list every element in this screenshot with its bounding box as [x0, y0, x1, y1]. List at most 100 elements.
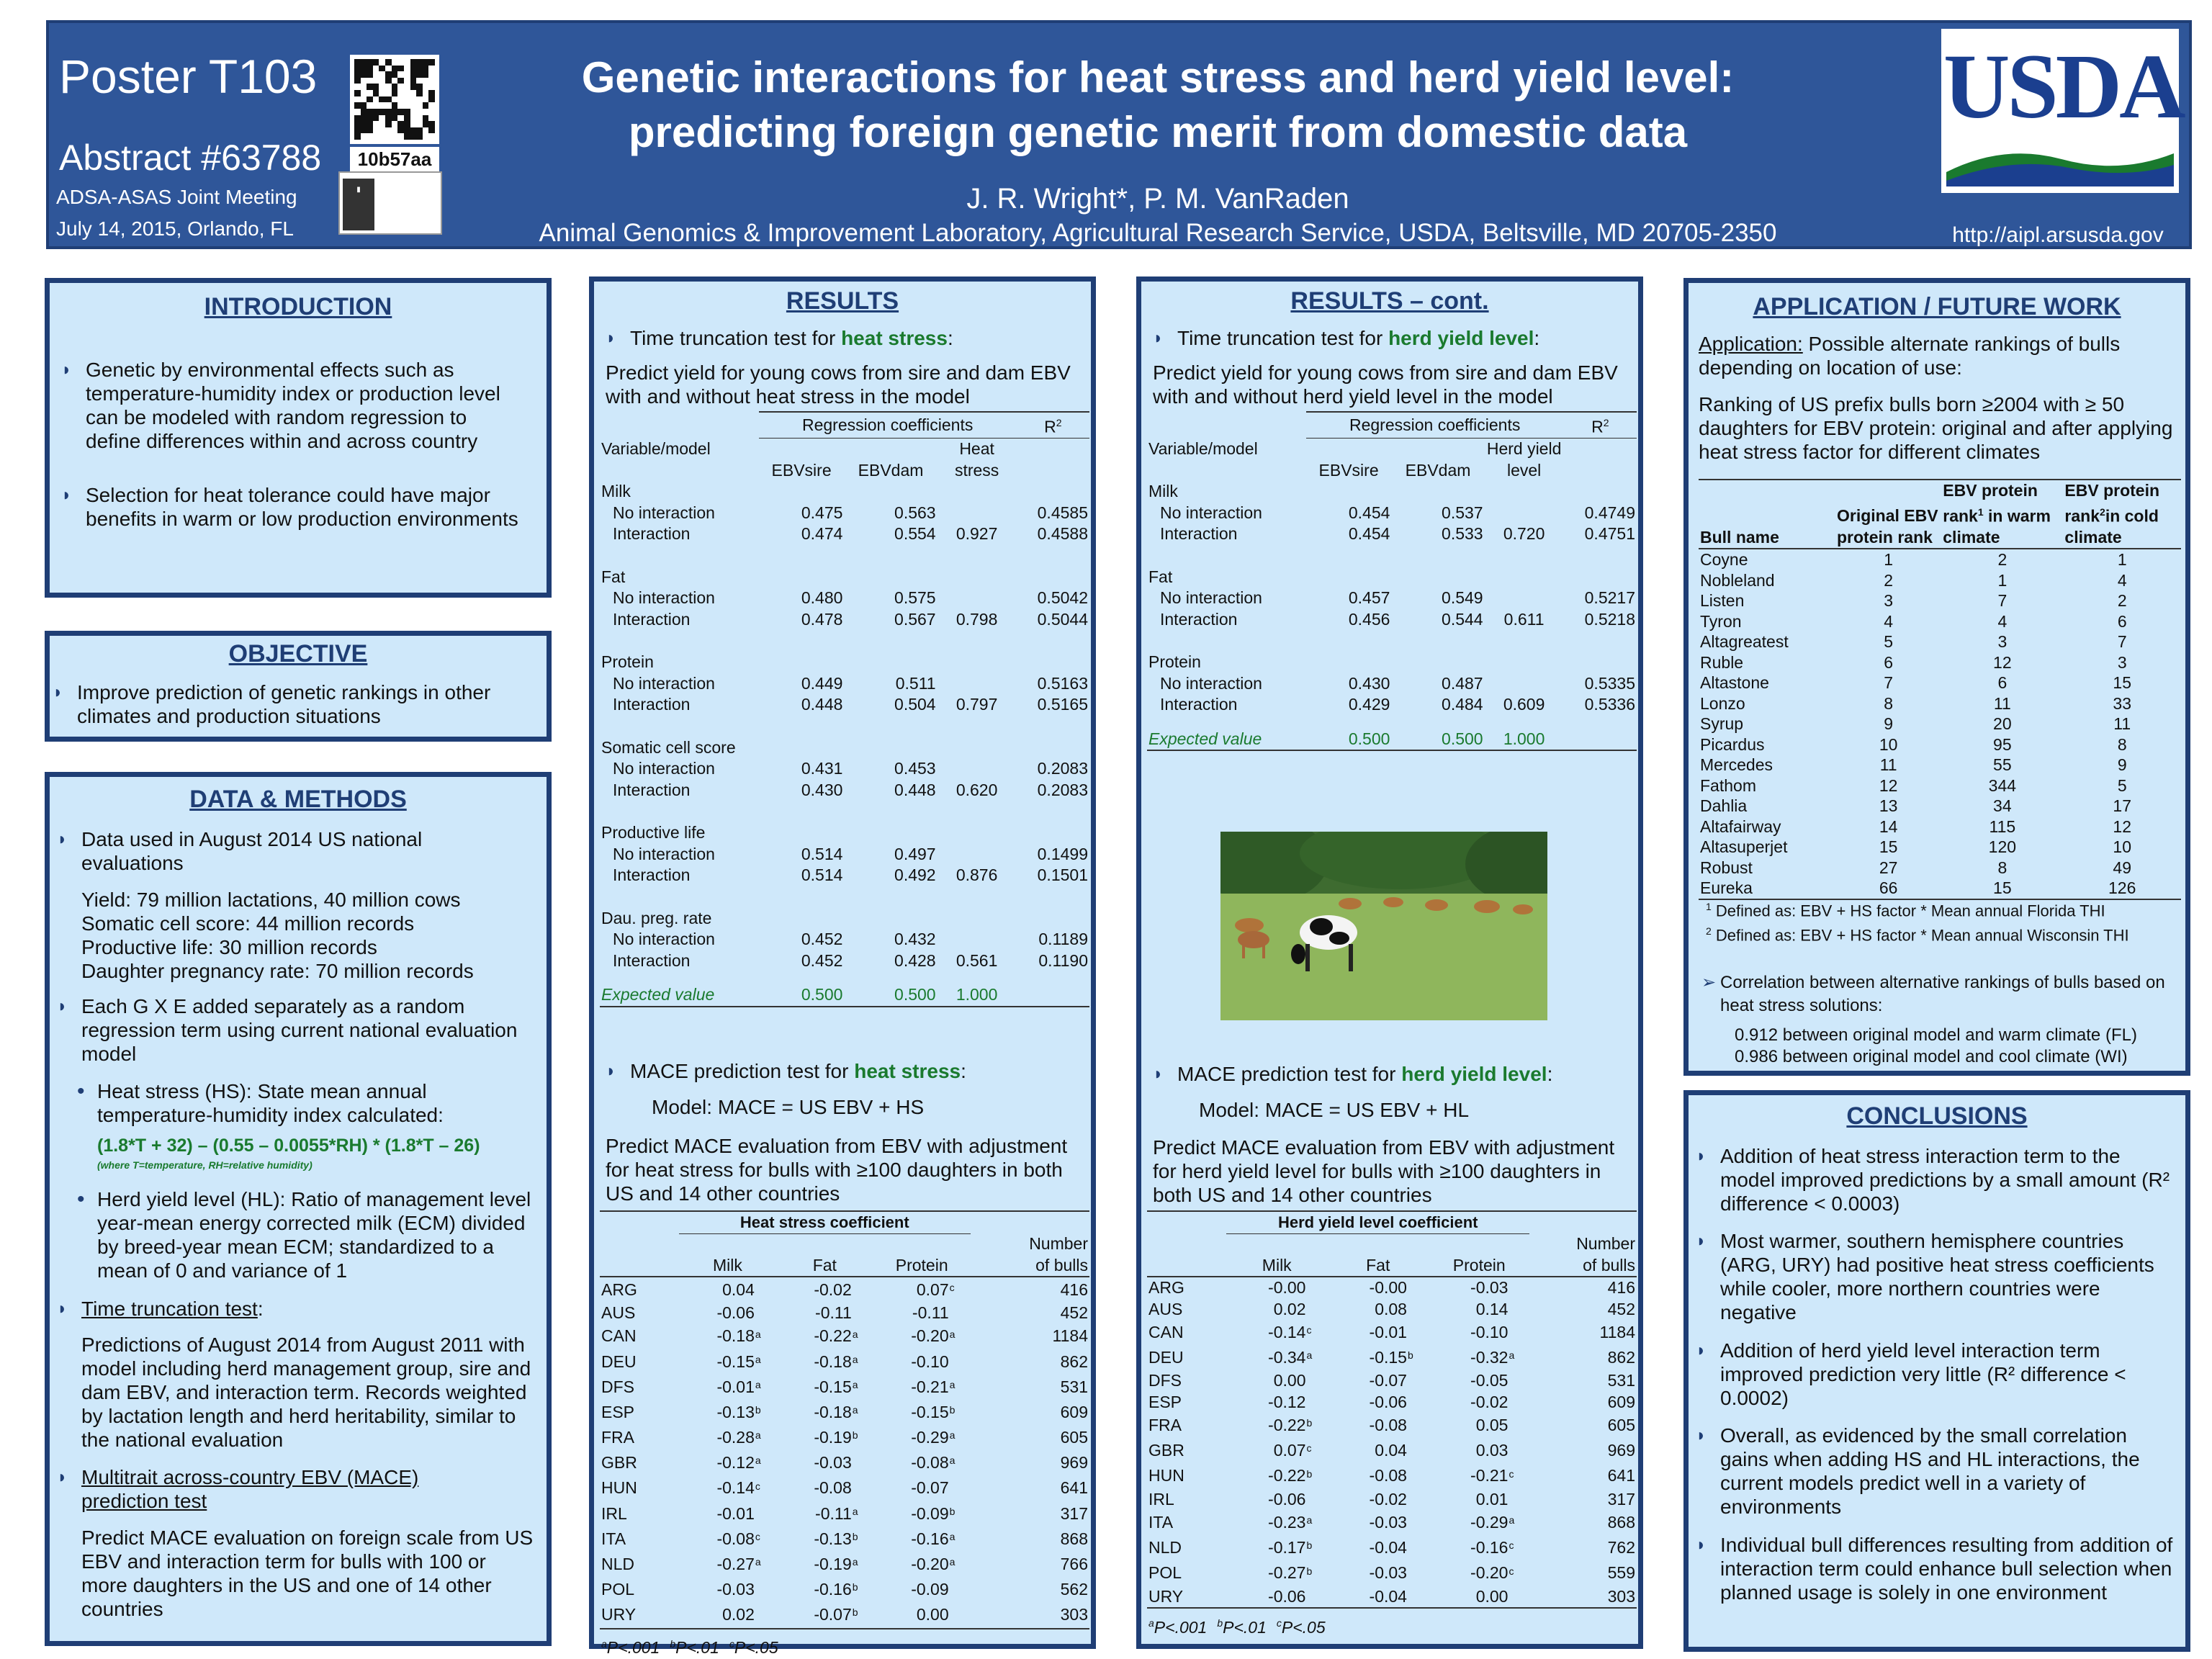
- country-code: IRL: [1148, 1489, 1174, 1509]
- qr-module: [422, 71, 429, 78]
- rank-value: 115: [1989, 817, 2016, 836]
- table-cell: 0.609: [1503, 695, 1545, 714]
- sig-mark: a: [1509, 1349, 1515, 1362]
- qr-module: [372, 108, 379, 115]
- qr-code-icon[interactable]: [350, 55, 439, 144]
- col-interaction: Heat stress: [954, 439, 999, 480]
- sig-cell: [949, 1577, 971, 1602]
- coef-value: -0.16: [911, 1529, 949, 1548]
- spacer: [600, 545, 1089, 567]
- website-link[interactable]: http://aipl.arsusda.gov: [1952, 223, 2164, 247]
- table-row: Syrup 9 20 11: [1699, 714, 2181, 734]
- qr-module: [410, 115, 417, 122]
- rank-value: 15: [1993, 878, 2012, 898]
- coef-value: -0.06: [1268, 1586, 1306, 1606]
- bull-count: 416: [1607, 1278, 1635, 1297]
- qr-module: [367, 90, 373, 96]
- qr-module: [373, 71, 379, 78]
- table-row: No interaction 0.457 0.549 0.5217: [1147, 588, 1637, 609]
- rank-value: 12: [2113, 817, 2131, 836]
- coef-value: -0.10: [1470, 1322, 1509, 1341]
- table-row: ESP -0.13 b -0.18 a -0.15 b 609: [600, 1400, 1089, 1425]
- trait-name: Milk: [601, 482, 631, 501]
- qr-module: [391, 90, 398, 96]
- qr-module: [379, 96, 386, 103]
- title-line-1: Genetic interactions for heat stress and…: [581, 53, 1735, 102]
- qr-module: [385, 133, 392, 140]
- sig-cell: c: [755, 1527, 776, 1552]
- rank-value: 8: [1884, 693, 1894, 713]
- bull-name: Tyron: [1700, 611, 1742, 631]
- bull-count: 605: [1607, 1416, 1635, 1435]
- stat-pl: Productive life: 30 million records: [81, 936, 377, 958]
- qr-module: [397, 102, 404, 109]
- rank-value: 7: [1884, 673, 1894, 693]
- mace-model: Model: MACE = US EBV + HS: [652, 1096, 925, 1118]
- qr-module: [367, 71, 373, 78]
- conclusions-panel: CONCLUSIONS Addition of heat stress inte…: [1683, 1090, 2190, 1652]
- rank-value: 1: [1884, 550, 1894, 570]
- col-protein: Protein: [895, 1255, 948, 1274]
- qr-module: [416, 90, 423, 96]
- table-cell: 0.1499: [1037, 844, 1088, 863]
- qr-module: [354, 59, 361, 66]
- trait-name: Milk: [1148, 482, 1178, 501]
- coef-value: -0.07: [911, 1478, 949, 1498]
- introduction-title: INTRODUCTION: [204, 293, 392, 320]
- coef-value: -0.02: [814, 1280, 852, 1299]
- model-label: Interaction: [1160, 524, 1238, 544]
- qr-module: [397, 115, 404, 122]
- reg-head-row-2: Variable/model EBVsire EBVdam Heat stress: [600, 439, 1089, 482]
- methods-bullet-gxe: Each G X E added separately as a random …: [57, 994, 528, 1066]
- coef-value: -0.16: [1470, 1538, 1509, 1557]
- table-row: POL -0.03 -0.16 b -0.09 562: [600, 1577, 1089, 1602]
- objective-title: OBJECTIVE: [228, 640, 368, 667]
- spacer: [1147, 412, 1306, 439]
- table-cell: 0.5335: [1584, 673, 1635, 693]
- coef-value: -0.17: [1268, 1538, 1306, 1557]
- table-row: Altafairway 14 115 12: [1699, 817, 2181, 837]
- col-milk: Milk: [712, 1255, 742, 1274]
- qr-module: [404, 84, 410, 90]
- sig-mark: b: [1306, 1417, 1313, 1429]
- correlation-title-text: Correlation between alternative rankings…: [1720, 973, 2165, 1015]
- table-cell: 0.457: [1348, 588, 1390, 608]
- application-intro: Application: Possible alternate rankings…: [1699, 332, 2181, 379]
- sig-mark: a: [949, 1378, 956, 1390]
- qr-module: [392, 127, 398, 134]
- table-row: GBR 0.07 c 0.04 0.03 969: [1147, 1438, 1637, 1463]
- qr-module: [354, 114, 361, 122]
- table-row: AUS 0.02 0.08 0.14 452: [1147, 1299, 1637, 1321]
- col-cold-text-2: in cold climate: [2064, 506, 2159, 547]
- table-row: DEU -0.15 a -0.18 a -0.10 862: [600, 1349, 1089, 1375]
- qr-module: [379, 121, 385, 127]
- methods-hs: Heat stress (HS): State mean annual temp…: [77, 1079, 529, 1127]
- table-row: Coyne 1 2 1: [1699, 549, 2181, 570]
- sig-cell: c: [949, 1277, 971, 1303]
- results2-tt-desc: Predict yield for young cows from sire a…: [1153, 361, 1618, 408]
- sig-cell: [949, 1476, 971, 1501]
- qr-module: [397, 65, 404, 72]
- qr-module: [410, 71, 417, 78]
- sig-cell: [755, 1602, 776, 1628]
- qr-module: [428, 71, 435, 78]
- coef-value: -0.29: [911, 1428, 949, 1447]
- coef-value: -0.21: [1470, 1466, 1509, 1485]
- coef-value: -0.34: [1268, 1347, 1306, 1367]
- col-ebvsire: EBVsire: [771, 460, 832, 480]
- table-row: HUN -0.14 c -0.08 -0.07 641: [600, 1476, 1089, 1501]
- qr-module: [410, 65, 417, 72]
- coef-value: -0.03: [1369, 1563, 1407, 1583]
- table-cell: 0.611: [1503, 609, 1545, 629]
- usda-logo: USDA: [1941, 29, 2186, 193]
- qr-module: [397, 90, 404, 96]
- spacer: [1529, 1210, 1637, 1233]
- spacer: [600, 1233, 679, 1255]
- table-cell: 0.4749: [1584, 503, 1635, 522]
- table-cell: 0.428: [894, 950, 936, 970]
- table-row: Fathom 12 344 5: [1699, 775, 2181, 796]
- sig-cell: c: [755, 1476, 776, 1501]
- col-bulls: of bulls: [1583, 1255, 1635, 1274]
- table-cell: 0.876: [956, 866, 998, 885]
- results-cont-panel: RESULTS – cont. Time truncation test for…: [1136, 276, 1643, 1649]
